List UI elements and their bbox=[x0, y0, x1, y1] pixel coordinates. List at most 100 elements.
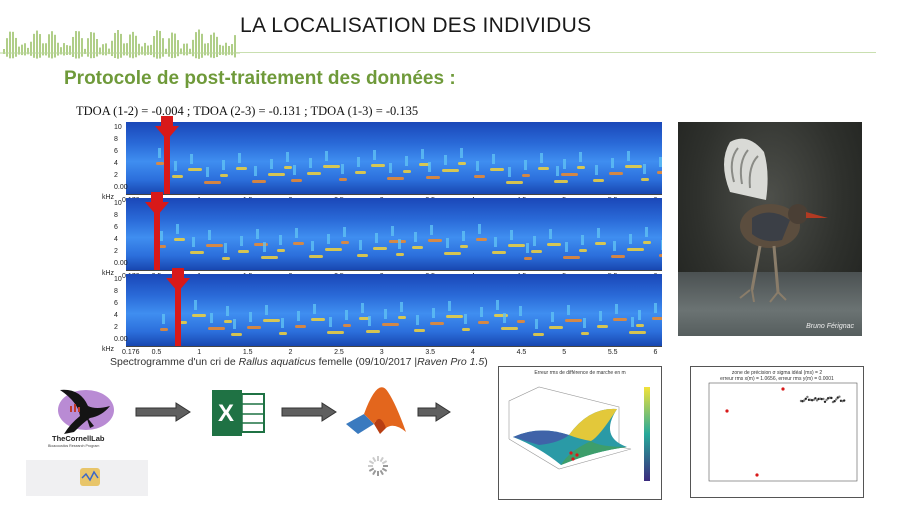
cornell-lab-subtext: Bioacoustics Research Program bbox=[48, 444, 100, 448]
spectrogram-energy bbox=[474, 175, 485, 178]
spectrogram-harmonic bbox=[345, 310, 348, 320]
x-tick-label: 0.5 bbox=[151, 349, 162, 356]
x-tick-label: 5 bbox=[562, 349, 567, 356]
spectrogram-harmonic bbox=[563, 159, 566, 169]
spectrogram-plot bbox=[126, 122, 662, 194]
x-tick-label: 2.5 bbox=[334, 349, 344, 356]
scatter-point bbox=[830, 396, 833, 400]
scatter-point bbox=[823, 400, 827, 403]
spectrogram-energy bbox=[247, 326, 261, 329]
spectrogram-harmonic bbox=[510, 230, 513, 240]
spectrogram-energy bbox=[295, 325, 306, 328]
spectrogram-harmonic bbox=[206, 167, 209, 177]
spectrogram-harmonic bbox=[270, 159, 273, 169]
spectrogram-harmonic bbox=[638, 310, 641, 320]
spectrogram-energy bbox=[231, 333, 242, 336]
spectrogram-harmonic bbox=[176, 224, 179, 234]
spectrogram-energy bbox=[222, 257, 230, 260]
rms-error-surface-plot: Erreur rms de différence de marche en m bbox=[498, 366, 662, 500]
spectrogram-harmonic bbox=[286, 152, 289, 162]
spectrogram-harmonic bbox=[567, 305, 570, 315]
spectrogram-energy bbox=[597, 325, 608, 328]
x-tick-label: 4.5 bbox=[516, 349, 527, 356]
spectrogram-energy bbox=[524, 257, 532, 260]
spectrogram-harmonic bbox=[263, 242, 266, 252]
plotsc-title: zone de précision σ sigma idéal (ms) = 2 bbox=[731, 370, 823, 376]
spectrogram-harmonic bbox=[579, 152, 582, 162]
spectrogram-energy bbox=[160, 328, 168, 331]
y-tick-label: 2 bbox=[114, 324, 118, 331]
spectrogram-energy bbox=[291, 179, 302, 182]
spectrogram-3: 10 8 6 4 2 0.00 kHz 0.176 0.5 1 1.5 2 2.5 3 3.5 4 4.5 5 5.… bbox=[100, 268, 666, 360]
spectrogram-harmonic bbox=[421, 149, 424, 159]
spectrogram-energy bbox=[359, 317, 370, 320]
spectrogram-harmonic bbox=[549, 229, 552, 239]
spectrogram-harmonic bbox=[295, 228, 298, 238]
spectrogram-harmonic bbox=[627, 151, 630, 161]
spectrogram-harmonic bbox=[398, 239, 401, 249]
spectrogram-harmonic bbox=[373, 150, 376, 160]
plot3d-surface bbox=[508, 386, 650, 481]
y-tick-label: 8 bbox=[114, 136, 118, 143]
spectrogram-energy bbox=[389, 240, 406, 243]
spectrogram-energy bbox=[412, 246, 423, 249]
scatter-point bbox=[838, 395, 841, 398]
y-tick-label: 0.00 bbox=[114, 336, 128, 343]
tdoa-values: TDOA (1-2) = -0.004 ; TDOA (2-3) = -0.13… bbox=[76, 104, 419, 118]
spectrogram-caption: Spectrogramme d'un cri de Rallus aquatic… bbox=[110, 356, 488, 368]
y-tick-label: 0.00 bbox=[114, 184, 128, 191]
spectrogram-harmonic bbox=[519, 306, 522, 316]
spectrogram-energy bbox=[478, 321, 489, 324]
spectrogram-harmonic bbox=[256, 229, 259, 239]
spectrogram-energy bbox=[309, 255, 323, 258]
spectrogram-harmonic bbox=[343, 227, 346, 237]
spectrogram-energy bbox=[176, 321, 187, 324]
spectrogram-energy bbox=[208, 327, 225, 330]
spectrogram-energy bbox=[506, 181, 523, 184]
spectrogram-energy bbox=[579, 249, 587, 252]
spectrogram-plot bbox=[126, 198, 662, 270]
y-tick-label: 4 bbox=[114, 160, 118, 167]
spectrogram-energy bbox=[206, 244, 223, 247]
marker-arrow-icon bbox=[166, 278, 191, 292]
spectrogram-harmonic bbox=[297, 311, 300, 321]
x-axis bbox=[126, 194, 662, 195]
spectrogram-energy bbox=[387, 177, 404, 180]
scatter-point bbox=[806, 395, 809, 399]
spectrogram-harmonic bbox=[565, 242, 568, 252]
spectrogram-harmonic bbox=[524, 160, 527, 170]
spectrogram-harmonic bbox=[659, 157, 662, 167]
scatter-point bbox=[804, 397, 807, 400]
excel-icon bbox=[212, 390, 265, 436]
spectrogram-harmonic bbox=[238, 153, 241, 163]
spectrogram-energy bbox=[261, 256, 278, 259]
spectrogram-harmonic bbox=[597, 228, 600, 238]
y-tick-label: 8 bbox=[114, 288, 118, 295]
spectrogram-harmonic bbox=[508, 167, 511, 177]
spectrogram-harmonic bbox=[313, 304, 316, 314]
spectrogram-energy bbox=[188, 168, 202, 171]
spectrogram-harmonic bbox=[359, 240, 362, 250]
waveform-decoration bbox=[0, 29, 240, 59]
spectrogram-harmonic bbox=[240, 236, 243, 246]
spectrogram-harmonic bbox=[162, 314, 165, 324]
spectrogram-energy bbox=[538, 167, 549, 170]
spectrogram-energy bbox=[501, 327, 518, 330]
spectrogram-harmonic bbox=[645, 227, 648, 237]
spectrogram-energy bbox=[531, 250, 542, 253]
spectrogram-harmonic bbox=[478, 224, 481, 234]
spectrogram-harmonic bbox=[192, 237, 195, 247]
spectrogram-harmonic bbox=[279, 235, 282, 245]
spectrogram-energy bbox=[277, 249, 285, 252]
x-tick-label: 4 bbox=[470, 349, 475, 356]
spectrogram-energy bbox=[659, 254, 662, 257]
scatter-point bbox=[815, 399, 819, 402]
spectrogram-harmonic bbox=[526, 243, 529, 253]
spectrogram-energy bbox=[426, 176, 440, 179]
scatter-point bbox=[843, 399, 846, 402]
spectrogram-energy bbox=[403, 170, 411, 173]
spectrogram-harmonic bbox=[430, 225, 433, 235]
spectrogram-harmonic bbox=[405, 156, 408, 166]
x-tick-label: 2 bbox=[288, 349, 293, 356]
spectrogram-harmonic bbox=[611, 158, 614, 168]
